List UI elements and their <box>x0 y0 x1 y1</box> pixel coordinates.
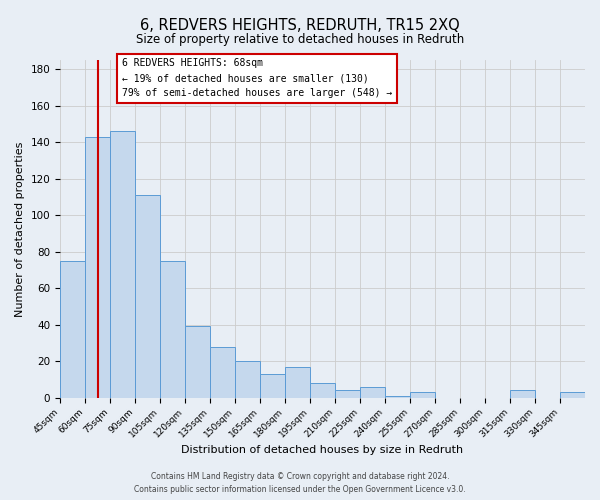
Bar <box>560 392 585 398</box>
Y-axis label: Number of detached properties: Number of detached properties <box>15 141 25 316</box>
Text: Size of property relative to detached houses in Redruth: Size of property relative to detached ho… <box>136 32 464 46</box>
Text: 6, REDVERS HEIGHTS, REDRUTH, TR15 2XQ: 6, REDVERS HEIGHTS, REDRUTH, TR15 2XQ <box>140 18 460 32</box>
Text: Contains HM Land Registry data © Crown copyright and database right 2024.
Contai: Contains HM Land Registry data © Crown c… <box>134 472 466 494</box>
X-axis label: Distribution of detached houses by size in Redruth: Distribution of detached houses by size … <box>181 445 464 455</box>
Bar <box>510 390 535 398</box>
Bar <box>410 392 435 398</box>
Bar <box>160 261 185 398</box>
Bar <box>210 346 235 398</box>
Bar <box>335 390 360 398</box>
Bar <box>360 386 385 398</box>
Bar <box>285 366 310 398</box>
Bar <box>60 261 85 398</box>
Bar <box>185 326 210 398</box>
Bar <box>235 361 260 398</box>
Bar <box>385 396 410 398</box>
Text: 6 REDVERS HEIGHTS: 68sqm
← 19% of detached houses are smaller (130)
79% of semi-: 6 REDVERS HEIGHTS: 68sqm ← 19% of detach… <box>122 58 392 98</box>
Bar <box>135 195 160 398</box>
Bar <box>85 136 110 398</box>
Bar <box>310 383 335 398</box>
Bar <box>260 374 285 398</box>
Bar <box>110 131 135 398</box>
